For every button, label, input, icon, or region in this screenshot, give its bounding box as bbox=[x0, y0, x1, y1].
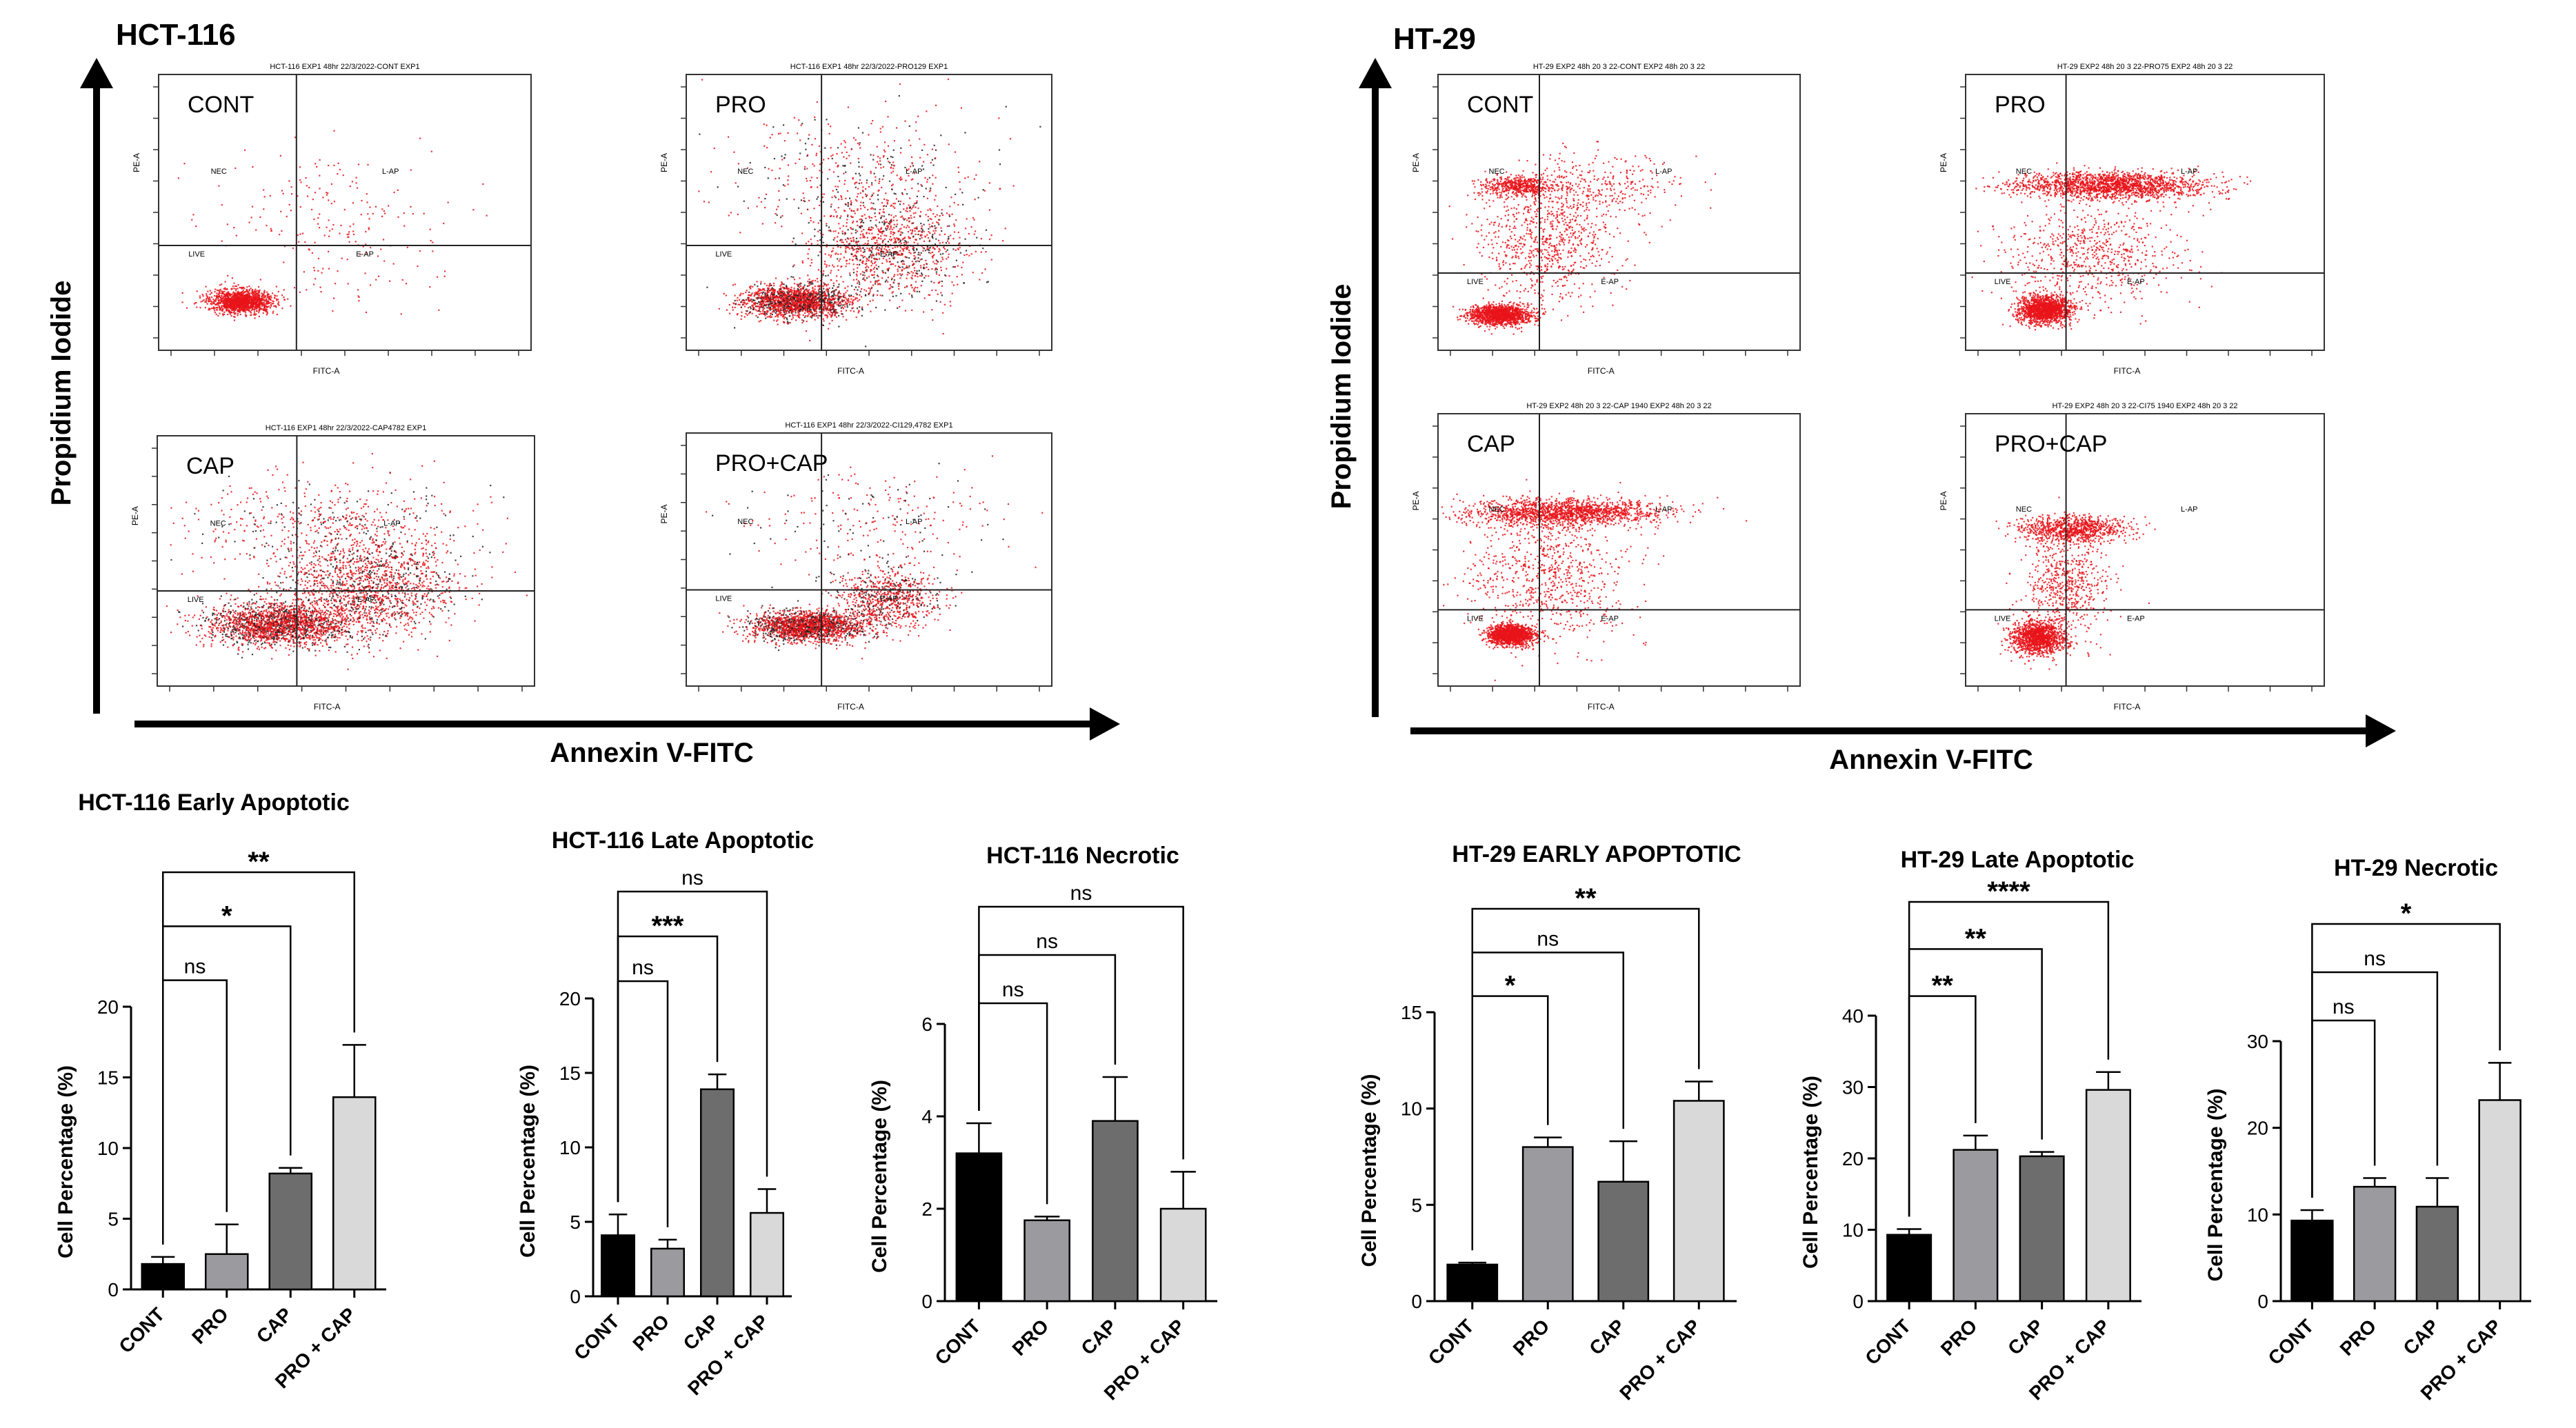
hct116-panel-title: HCT-116 bbox=[116, 18, 236, 52]
treatment-label: CAP bbox=[186, 453, 234, 479]
dot-cloud bbox=[166, 453, 528, 670]
y-tick-label: 20 bbox=[2247, 1118, 2268, 1139]
dot-plot-header: HCT-116 EXP1 48hr 22/3/2022-CAP4782 EXP1 bbox=[266, 424, 426, 432]
fitc-axis-name: FITC-A bbox=[313, 366, 340, 376]
dot-plot-pro: HCT-116 EXP1 48hr 22/3/2022-PRO129 EXP1 N… bbox=[659, 63, 1052, 376]
quadrant-label: L-AP bbox=[906, 168, 922, 176]
dot-plot-cap: HCT-116 EXP1 48hr 22/3/2022-CAP4782 EXP1… bbox=[130, 424, 535, 712]
significance-label: * bbox=[2401, 898, 2412, 929]
y-axis-label: Cell Percentage (%) bbox=[2204, 1088, 2227, 1281]
bar-procap bbox=[2478, 1099, 2522, 1303]
quadrant-label: LIVE bbox=[188, 250, 205, 259]
quadrant-label: E-AP bbox=[356, 250, 374, 259]
fitc-axis-name: FITC-A bbox=[314, 702, 341, 712]
quadrant-label: NEC bbox=[210, 520, 226, 528]
significance-bracket bbox=[2311, 923, 2501, 1198]
quadrant-label: E-AP bbox=[880, 250, 898, 259]
quadrant-label: L-AP bbox=[383, 520, 400, 528]
ht29-panel-title: HT-29 bbox=[1393, 22, 1476, 57]
dot-cloud bbox=[177, 130, 488, 321]
flow-panels-svg: Propidium Iodide Annexin V-FITC HCT-116 EX… bbox=[46, 58, 2396, 775]
fitc-axis-name: FITC-A bbox=[837, 366, 864, 376]
significance-bracket bbox=[2311, 1019, 2376, 1198]
pe-axis-name: PE-A bbox=[130, 506, 140, 525]
flow-panel-0: Propidium Iodide Annexin V-FITC HCT-116 EX… bbox=[46, 58, 1120, 768]
bar-cont bbox=[2290, 1219, 2334, 1303]
significance-label: ns bbox=[2333, 996, 2355, 1018]
dot-cloud bbox=[698, 78, 1041, 348]
x-tick-label: CONT bbox=[2264, 1315, 2318, 1369]
chart-title: HT-29 Necrotic bbox=[2334, 855, 2498, 881]
treatment-label: PRO bbox=[715, 92, 766, 118]
y-tick-label: 0 bbox=[2257, 1291, 2268, 1312]
dot-plot-cont: HCT-116 EXP1 48hr 22/3/2022-CONT EXP1 NEC… bbox=[132, 63, 532, 376]
treatment-label: CONT bbox=[188, 92, 254, 118]
pe-axis-name: PE-A bbox=[132, 153, 141, 172]
x-tick-label: CAP bbox=[2399, 1315, 2443, 1359]
y-tick-label: 30 bbox=[2247, 1031, 2268, 1052]
quadrant-label: L-AP bbox=[382, 168, 399, 176]
significance-label: ns bbox=[2364, 947, 2386, 970]
dot-plot-procap: HCT-116 EXP1 48hr 22/3/2022-CI129,4782 E… bbox=[659, 421, 1052, 712]
y-axis-arrow-head bbox=[80, 58, 113, 88]
propidium-iodide-axis-label: Propidium Iodide bbox=[46, 281, 77, 506]
y-tick-label: 10 bbox=[2247, 1204, 2268, 1225]
x-tick-label: PRO bbox=[2336, 1315, 2381, 1360]
dot-plot-header: HCT-116 EXP1 48hr 22/3/2022-CONT EXP1 bbox=[270, 63, 419, 71]
quadrant-label: NEC bbox=[211, 168, 227, 176]
x-axis-arrow-head bbox=[1090, 707, 1120, 741]
bar-cap bbox=[2415, 1205, 2459, 1303]
pe-axis-name: PE-A bbox=[659, 153, 669, 172]
annexin-axis-label: Annexin V-FITC bbox=[550, 738, 754, 768]
bar-pro bbox=[2353, 1185, 2397, 1303]
quadrant-label: LIVE bbox=[188, 596, 204, 604]
dot-plot-header: HCT-116 EXP1 48hr 22/3/2022-PRO129 EXP1 bbox=[790, 63, 948, 71]
dot-plot-frame bbox=[686, 74, 1052, 351]
quadrant-label: LIVE bbox=[715, 250, 732, 259]
dot-plot-header: HCT-116 EXP1 48hr 22/3/2022-CI129,4782 E… bbox=[785, 421, 952, 430]
quadrant-label: E-AP bbox=[357, 596, 375, 604]
quadrant-label: NEC bbox=[737, 168, 753, 176]
